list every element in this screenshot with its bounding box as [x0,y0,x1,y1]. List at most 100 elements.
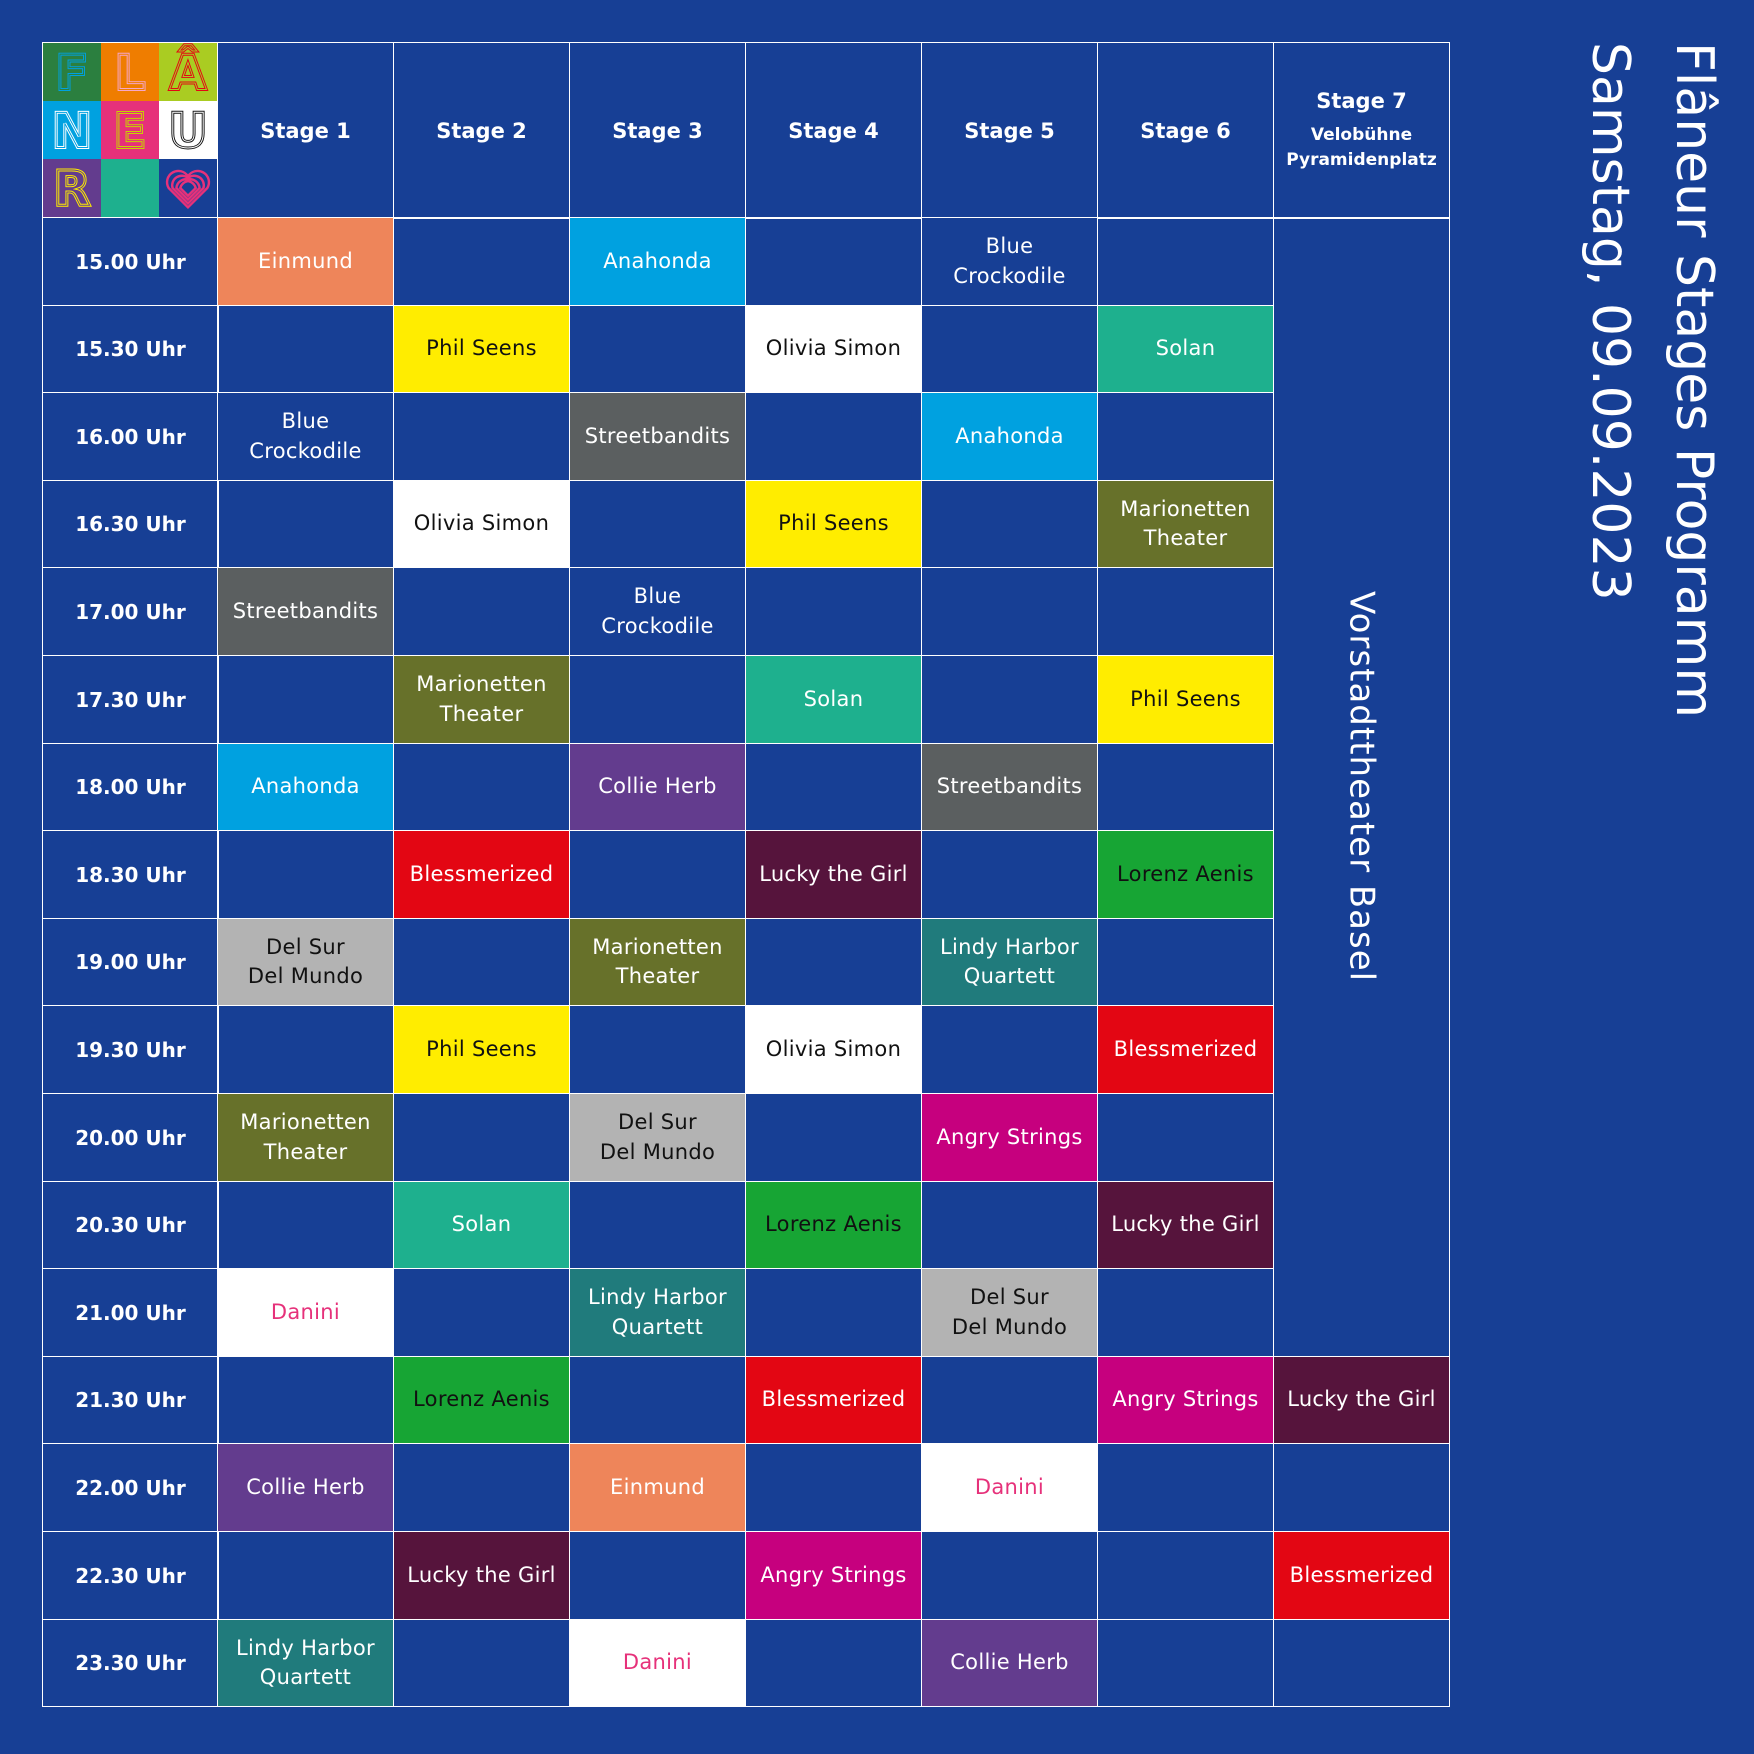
act-slot: Einmund [569,1443,746,1532]
svg-text:N: N [52,103,92,159]
stage7-block: Vorstadttheater Basel [1273,217,1450,1357]
schedule-grid: Stage 1 Stage 2 Stage 3 Stage 4 Stage 5 Stage… [42,42,1450,1708]
stage-name: Stage 6 [1140,118,1231,143]
svg-text:R: R [53,161,90,217]
stage-header-1: Stage 1 [217,42,394,219]
stage-header-2: Stage 2 [393,42,570,219]
svg-text:E: E [113,103,146,159]
act-slot: Danini [921,1443,1098,1532]
act-slot: Lucky the Girl [1097,1181,1274,1269]
act-slot: Marionetten Theater [393,655,570,744]
act-slot: Phil Seens [393,305,570,393]
stage-header-6: Stage 6 [1097,42,1274,219]
empty-slot [569,305,746,393]
stage-header-7: Stage 7 Velobühne Pyramidenplatz [1273,42,1450,219]
time-slot: 19.30 Uhr [42,1005,219,1094]
empty-slot [217,830,394,919]
empty-slot [1097,1531,1274,1620]
act-slot: Collie Herb [921,1619,1098,1707]
act-slot: Collie Herb [217,1443,394,1532]
empty-slot [569,1181,746,1269]
time-slot: 16.30 Uhr [42,480,219,568]
empty-slot [1273,1619,1450,1707]
logo-letter: RR [52,160,92,217]
time-slot: 16.00 Uhr [42,392,219,481]
empty-slot [217,655,394,744]
logo-letter: LL [113,44,147,101]
svg-text:Â: Â [169,44,207,101]
empty-slot [393,743,570,831]
act-slot: Marionetten Theater [217,1093,394,1182]
svg-text:L: L [115,45,146,101]
time-slot: 23.30 Uhr [42,1619,219,1707]
logo-letter: ÂÂ [168,43,209,101]
empty-slot [393,1443,570,1532]
empty-slot [745,1093,922,1182]
empty-slot [1097,392,1274,481]
svg-text:R: R [53,161,90,217]
empty-slot [569,1356,746,1444]
stage-name: Stage 4 [788,118,879,143]
act-slot: Blessmerized [1273,1531,1450,1620]
stage-header-5: Stage 5 [921,42,1098,219]
empty-slot [745,1443,922,1532]
act-slot: Danini [217,1268,394,1357]
empty-slot [1097,918,1274,1006]
act-slot: Solan [745,655,922,744]
act-slot: Lindy Harbor Quartett [569,1268,746,1357]
act-slot: Einmund [217,217,394,306]
empty-slot [569,1005,746,1094]
act-slot: Blessmerized [745,1356,922,1444]
empty-slot [1097,1619,1274,1707]
empty-slot [921,305,1098,393]
time-slot: 15.00 Uhr [42,217,219,306]
act-slot: Olivia Simon [745,305,922,393]
act-slot: Angry Strings [921,1093,1098,1182]
empty-slot [393,392,570,481]
empty-slot [393,567,570,656]
act-slot: Streetbandits [569,392,746,481]
empty-slot [217,1181,394,1269]
empty-slot [921,1181,1098,1269]
stage-location: Velobühne Pyramidenplatz [1286,124,1437,170]
empty-slot [921,567,1098,656]
empty-slot [1097,1093,1274,1182]
act-slot: Lorenz Aenis [393,1356,570,1444]
stage-header-4: Stage 4 [745,42,922,219]
time-slot: 17.00 Uhr [42,567,219,656]
act-slot: Danini [569,1619,746,1707]
empty-slot [1097,1268,1274,1357]
act-slot: Collie Herb [569,743,746,831]
stage-name: Stage 5 [964,118,1055,143]
act-slot: Blue Crockodile [921,217,1098,306]
act-slot: Del Sur Del Mundo [217,918,394,1006]
time-slot: 20.30 Uhr [42,1181,219,1269]
empty-slot [217,305,394,393]
svg-text:E: E [113,103,146,159]
act-slot: Olivia Simon [745,1005,922,1094]
act-slot: Lindy Harbor Quartett [217,1619,394,1707]
act-slot: Blessmerized [1097,1005,1274,1094]
act-slot: Del Sur Del Mundo [921,1268,1098,1357]
empty-slot [569,830,746,919]
time-slot: 18.30 Uhr [42,830,219,919]
empty-slot [217,1531,394,1620]
act-slot: Del Sur Del Mundo [569,1093,746,1182]
svg-text:U: U [168,103,207,159]
logo-letter: FF [54,44,90,101]
heart-icon [165,169,211,210]
logo-tile [101,159,159,217]
empty-slot [745,392,922,481]
stage-name: Stage 3 [612,118,703,143]
empty-slot [921,1005,1098,1094]
empty-slot [1097,217,1274,306]
empty-slot [1097,743,1274,831]
time-slot: 22.30 Uhr [42,1531,219,1620]
act-slot: Phil Seens [745,480,922,568]
act-slot: Anahonda [569,217,746,306]
act-slot: Angry Strings [1097,1356,1274,1444]
